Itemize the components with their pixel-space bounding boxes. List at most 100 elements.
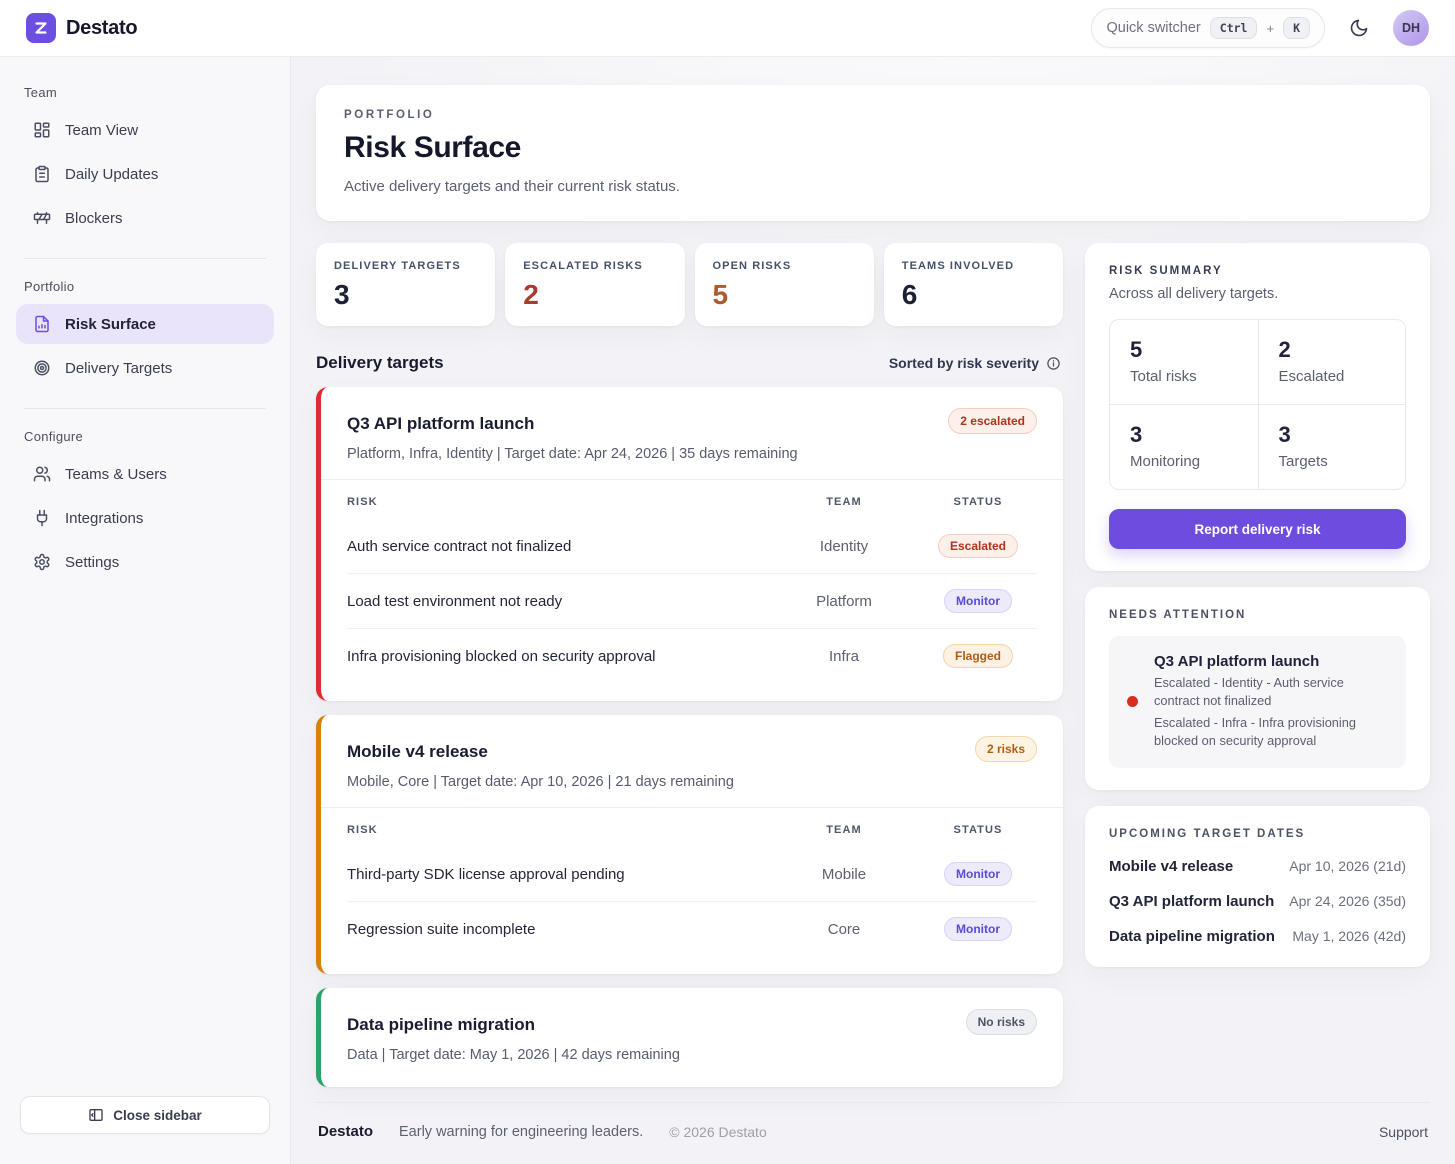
sidebar-item-label: Daily Updates [65,165,159,183]
kbd-ctrl: Ctrl [1209,17,1258,39]
brand-name: Destato [66,16,138,39]
brand: Destato [26,13,138,43]
risk-row: Regression suite incomplete Core Monitor [347,901,1037,956]
status-badge: Monitor [944,917,1012,941]
sidebar-item-label: Risk Surface [65,315,156,333]
quick-switcher[interactable]: Quick switcher Ctrl + K [1091,8,1325,48]
stat-label: OPEN RISKS [712,260,792,272]
sidebar-divider [24,258,266,259]
status-badge: Monitor [944,862,1012,886]
stat-teams-involved: TEAMS INVOLVED 6 [883,243,1063,326]
summary-label: Monitoring [1130,453,1201,470]
upcoming-name: Mobile v4 release [1109,857,1234,875]
summary-cell-targets: 3 Targets [1257,404,1405,489]
sidebar-item-blockers[interactable]: Blockers [16,198,274,238]
target-card-data-pipeline-migration[interactable]: Data pipeline migration No risks Data | … [316,988,1063,1087]
destato-logo-icon [26,13,56,43]
dark-mode-toggle[interactable] [1345,14,1373,42]
sidebar-item-settings[interactable]: Settings [16,542,274,582]
sidebar-item-teams-users[interactable]: Teams & Users [16,454,274,494]
stats-row: DELIVERY TARGETS 3 ESCALATED RISKS 2 OPE… [316,243,1063,326]
support-link[interactable]: Support [1378,1123,1428,1140]
column-header-team: TEAM [826,824,862,836]
risk-row: Auth service contract not finalized Iden… [347,519,1037,573]
page-title: Risk Surface [344,131,521,164]
upcoming-dates-panel: UPCOMING TARGET DATES Mobile v4 release … [1085,805,1430,967]
summary-label: Escalated [1278,368,1345,385]
target-icon [33,359,51,377]
risk-description: Regression suite incomplete [347,920,536,938]
upcoming-date: Apr 24, 2026 (35d) [1289,893,1406,910]
info-icon[interactable] [1046,356,1061,371]
sidebar-section-portfolio: Portfolio [24,279,75,294]
sidebar-divider [24,408,266,409]
risk-row: Third-party SDK license approval pending… [347,847,1037,901]
moon-icon [1349,18,1369,38]
sidebar-item-label: Settings [65,553,120,571]
sort-indicator: Sorted by risk severity [889,355,1061,371]
sidebar-item-integrations[interactable]: Integrations [16,498,274,538]
summary-value: 3 [1278,422,1291,447]
sidebar-item-label: Integrations [65,509,144,527]
target-title: Data pipeline migration [347,1015,535,1034]
sidebar-item-delivery-targets[interactable]: Delivery Targets [16,348,274,388]
risk-description: Load test environment not ready [347,592,563,610]
avatar-initials: DH [1401,21,1421,35]
close-sidebar-label: Close sidebar [113,1107,202,1123]
target-card-q3-api-platform-launch[interactable]: Q3 API platform launch 2 escalated Platf… [316,387,1063,701]
summary-label: Total risks [1130,368,1197,385]
column-header-team: TEAM [826,496,862,508]
summary-cell-escalated: 2 Escalated [1257,320,1406,404]
target-badge: 2 risks [974,736,1037,762]
topbar: Destato Quick switcher Ctrl + K DH [0,0,1455,57]
target-title: Mobile v4 release [347,742,488,761]
target-title: Q3 API platform launch [347,414,535,433]
sidebar-item-label: Team View [65,121,139,139]
page-eyebrow: PORTFOLIO [344,109,435,121]
risk-description: Auth service contract not finalized [347,537,572,555]
avatar[interactable]: DH [1393,10,1429,46]
sidebar-item-risk-surface[interactable]: Risk Surface [16,304,274,344]
summary-value: 2 [1278,337,1291,362]
stat-label: DELIVERY TARGETS [334,260,461,272]
sidebar-item-team-view[interactable]: Team View [16,110,274,150]
sidebar: Team Team View Daily Updates Blockers Po… [0,57,291,1164]
stat-value: 2 [523,279,539,310]
attention-line: Escalated - Identity - Auth service cont… [1154,675,1344,709]
stat-escalated-risks: ESCALATED RISKS 2 [505,243,685,326]
risk-team: Infra [828,647,859,665]
alert-dot-icon [1127,696,1138,708]
upcoming-row: Q3 API platform launch Apr 24, 2026 (35d… [1109,893,1406,910]
risk-team: Core [827,920,861,938]
risk-summary-panel: RISK SUMMARY Across all delivery targets… [1085,243,1430,571]
layout-grid-icon [33,121,51,139]
target-meta: Platform, Infra, Identity | Target date:… [347,446,798,462]
attention-item: Q3 API platform launch Escalated - Ident… [1109,636,1406,768]
stat-label: ESCALATED RISKS [523,260,643,272]
divider [321,807,1063,808]
attention-line: Escalated - Infra - Infra provisioning b… [1154,715,1357,749]
page-subtitle: Active delivery targets and their curren… [344,178,680,195]
summary-value: 3 [1130,422,1143,447]
risk-description: Third-party SDK license approval pending [347,865,625,883]
stat-open-risks: OPEN RISKS 5 [694,243,874,326]
upcoming-name: Q3 API platform launch [1109,892,1275,910]
sidebar-item-daily-updates[interactable]: Daily Updates [16,154,274,194]
target-card-mobile-v4-release[interactable]: Mobile v4 release 2 risks Mobile, Core |… [316,715,1063,974]
risk-row: Infra provisioning blocked on security a… [347,628,1037,683]
sidebar-item-label: Teams & Users [65,465,167,483]
plug-icon [33,509,51,527]
status-badge: Escalated [937,534,1019,558]
barrier-icon [33,209,51,227]
attention-title: Q3 API platform launch [1154,653,1320,670]
risk-team: Identity [819,537,869,555]
risk-summary-label: RISK SUMMARY [1109,265,1223,277]
report-delivery-risk-button[interactable]: Report delivery risk [1109,509,1406,549]
close-sidebar-button[interactable]: Close sidebar [20,1096,270,1134]
risk-description: Infra provisioning blocked on security a… [347,647,656,665]
stat-delivery-targets: DELIVERY TARGETS 3 [316,243,496,326]
main-content: PORTFOLIO Risk Surface Active delivery t… [291,57,1455,1164]
summary-cell-total-risks: 5 Total risks [1110,320,1258,404]
column-header-risk: RISK [347,824,378,836]
risk-summary-subtitle: Across all delivery targets. [1109,286,1279,302]
